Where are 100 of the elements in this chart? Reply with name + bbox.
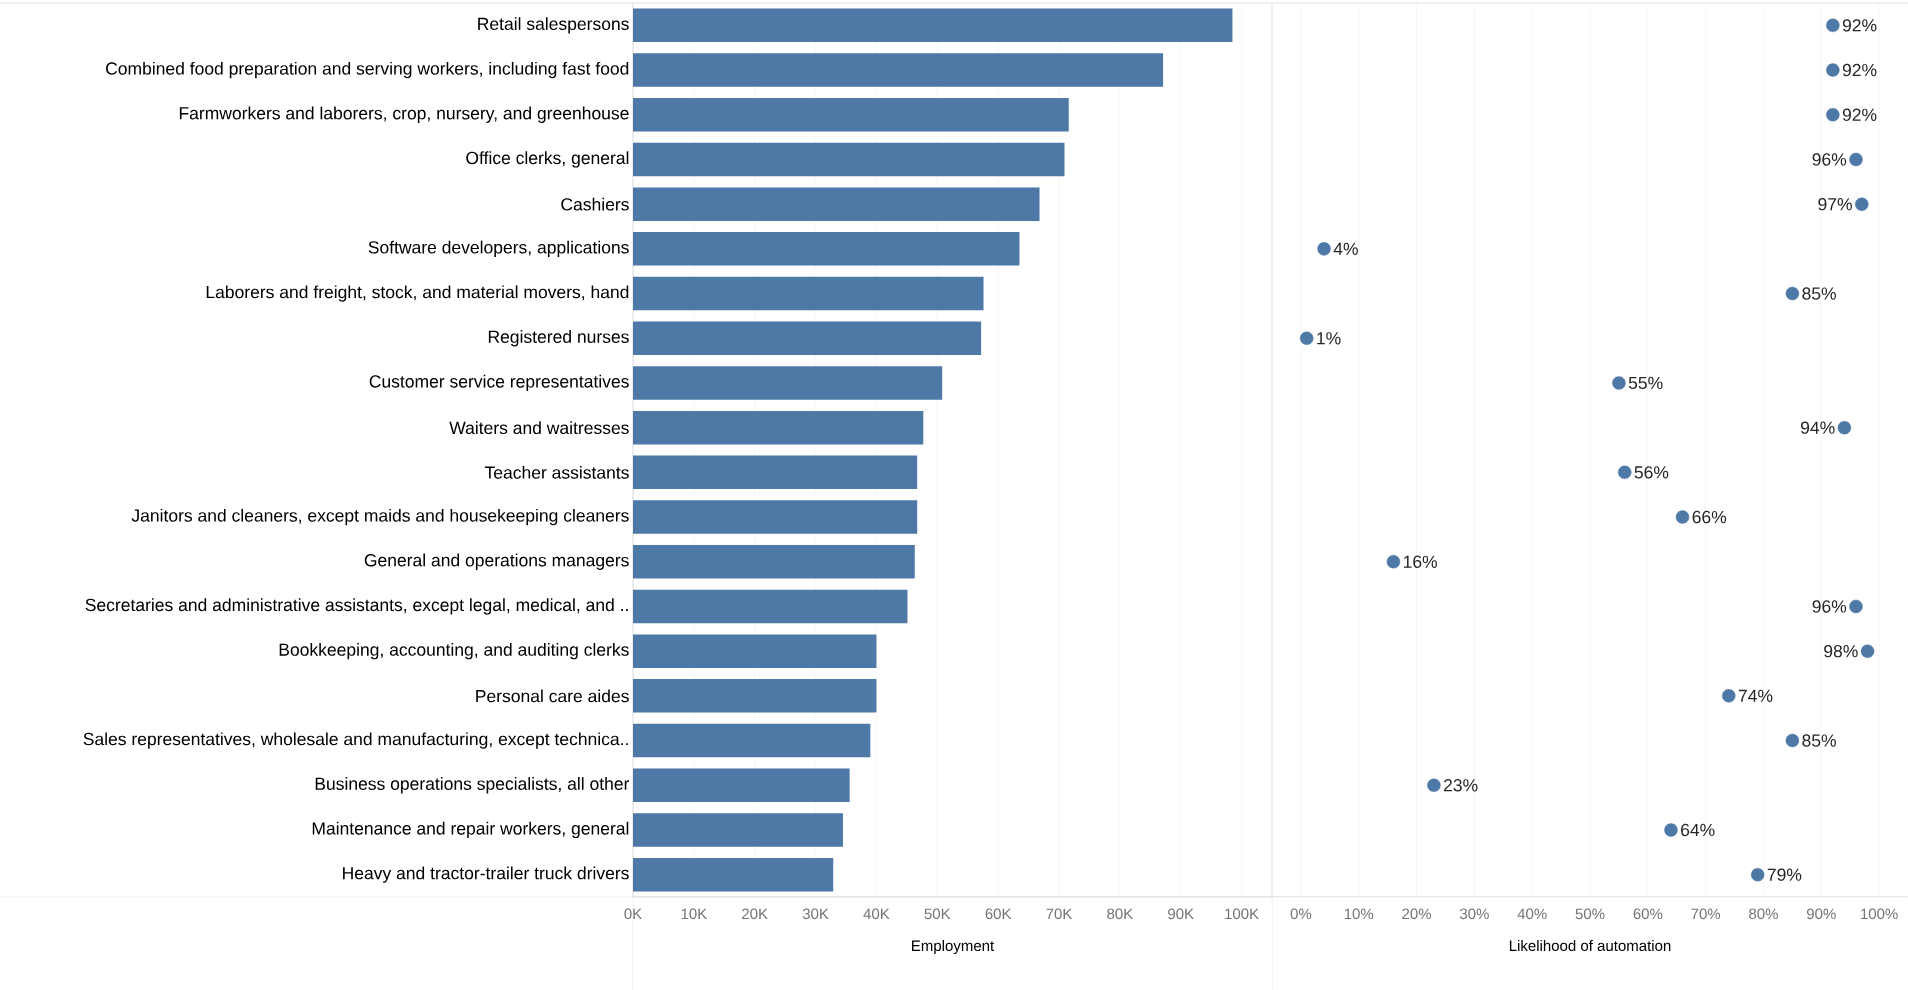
data-label: 92%	[1842, 19, 1877, 32]
x-tick-label: 0K	[624, 908, 643, 920]
data-label: 97%	[1818, 197, 1852, 211]
y-tick-label: General and operations managers	[364, 553, 629, 570]
x-tick-label: 60K	[985, 908, 1012, 920]
y-tick-label: Cashiers	[561, 197, 629, 211]
x-tick-label: 30K	[802, 908, 829, 920]
point	[1826, 63, 1840, 77]
y-tick-label: Laborers and freight, stock, and material movers, hand	[206, 285, 629, 302]
data-label: 98%	[1824, 644, 1858, 658]
y-tick-label: Retail salespersons	[478, 17, 629, 34]
bar	[633, 544, 915, 579]
point	[1855, 197, 1869, 211]
y-tick-label: Maintenance and repair workers, general	[312, 821, 629, 839]
x-tick-label: 20%	[1402, 908, 1432, 920]
point	[1785, 286, 1800, 301]
data-label: 55%	[1628, 376, 1663, 390]
point	[1300, 331, 1314, 345]
point	[1826, 108, 1840, 122]
point	[1785, 733, 1800, 748]
x-tick-label: 90%	[1806, 908, 1836, 920]
bar	[633, 232, 1020, 266]
x-tick-label: 80K	[1107, 908, 1134, 920]
bar	[633, 53, 1164, 87]
bar	[633, 142, 1065, 177]
data-label: 92%	[1842, 63, 1877, 77]
bar	[633, 187, 1040, 221]
y-tick-label: Business operations specialists, all other	[315, 777, 630, 794]
x-tick-label: 10K	[681, 908, 708, 920]
data-label: 85%	[1802, 287, 1836, 300]
point	[1386, 555, 1401, 569]
bar	[633, 366, 943, 400]
bar	[633, 410, 924, 445]
point	[1427, 778, 1441, 792]
x-tick-label: 10%	[1344, 908, 1374, 920]
data-label: 85%	[1802, 734, 1836, 747]
y-tick-label: Secretaries and administrative assistants, except legal, medical, and ..	[85, 598, 628, 615]
point	[1618, 465, 1632, 480]
point	[1317, 242, 1331, 256]
point	[1722, 689, 1736, 703]
point	[1837, 420, 1852, 435]
x-tick-label: 60%	[1633, 908, 1663, 920]
data-label: 1%	[1317, 332, 1341, 345]
y-tick-label: Sales representatives, wholesale and manufacturing, except technica..	[83, 732, 628, 749]
bar	[633, 857, 834, 892]
x-tick-label: 70%	[1691, 908, 1721, 920]
data-label: 23%	[1443, 779, 1478, 792]
bar	[633, 321, 982, 356]
x-tick-label: 80%	[1749, 908, 1778, 920]
bar	[633, 813, 843, 847]
bar	[633, 634, 877, 668]
data-label: 56%	[1634, 466, 1669, 479]
y-tick-label: Registered nurses	[488, 330, 629, 347]
x-tick-label: 50K	[924, 908, 951, 920]
point	[1664, 823, 1678, 837]
x-tick-label: 100%	[1861, 908, 1898, 920]
x-tick-label: 50%	[1575, 908, 1605, 920]
data-label: 79%	[1767, 868, 1802, 881]
data-label: 96%	[1812, 600, 1847, 613]
y-tick-label: Customer service representatives	[369, 374, 629, 392]
y-tick-label: Software developers, applications	[368, 240, 629, 258]
y-tick-label: Personal care aides	[476, 689, 629, 703]
point	[1860, 644, 1875, 658]
point	[1849, 152, 1863, 167]
data-label: 66%	[1692, 510, 1727, 524]
x-tick-label: 0%	[1290, 908, 1312, 920]
data-label: 64%	[1681, 823, 1715, 837]
y-tick-label: Bookkeeping, accounting, and auditing clerks	[279, 642, 629, 660]
bar	[633, 8, 1233, 43]
bar	[633, 723, 871, 758]
x-tick-label: 30%	[1459, 908, 1489, 920]
bar	[633, 500, 918, 534]
y-tick-label: Teacher assistants	[484, 465, 629, 479]
x-axis-title: Employment	[912, 940, 995, 954]
y-tick-label: Combined food preparation and serving workers, including fast food	[106, 61, 629, 79]
data-label: 74%	[1738, 689, 1773, 702]
x-tick-label: 40%	[1517, 908, 1547, 920]
x-tick-label: 40K	[863, 908, 890, 920]
y-tick-label: Janitors and cleaners, except maids and housekeeping cleaners	[131, 508, 629, 526]
y-tick-label: Waiters and waitresses	[449, 421, 629, 435]
x-tick-label: 20K	[742, 908, 768, 920]
x-axis-title: Likelihood of automation	[1509, 940, 1671, 952]
data-label: 4%	[1333, 242, 1358, 255]
y-tick-label: Office clerks, general	[466, 151, 629, 168]
data-label: 16%	[1403, 555, 1438, 568]
bar	[633, 455, 918, 490]
bar	[633, 679, 877, 713]
x-tick-label: 70K	[1046, 908, 1073, 920]
bar	[633, 97, 1069, 132]
point	[1826, 18, 1840, 33]
data-label: 92%	[1842, 108, 1877, 121]
data-label: 96%	[1812, 153, 1847, 166]
x-tick-label: 100K	[1225, 908, 1259, 920]
x-tick-label: 90K	[1168, 908, 1194, 920]
bar	[633, 589, 908, 624]
point	[1612, 376, 1626, 390]
point	[1675, 510, 1690, 524]
point	[1750, 867, 1765, 882]
bar	[633, 768, 850, 803]
point	[1849, 599, 1863, 614]
